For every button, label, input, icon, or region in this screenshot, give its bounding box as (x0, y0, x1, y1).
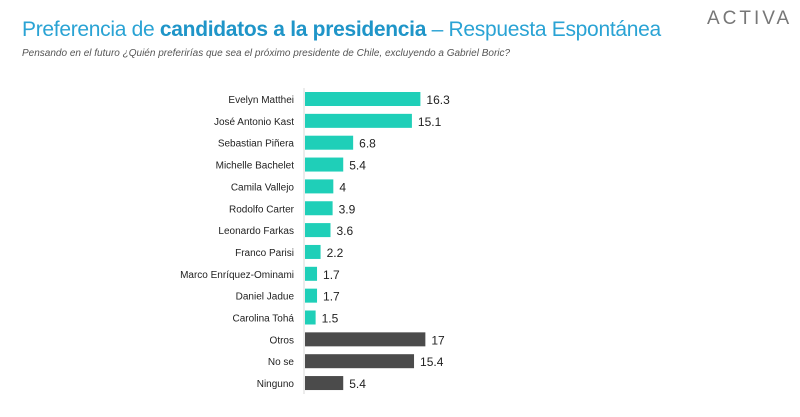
data-label: 3.6 (336, 224, 353, 238)
category-label: Ninguno (257, 379, 295, 390)
category-label: Leonardo Farkas (218, 226, 294, 237)
data-label: 1.7 (323, 268, 340, 282)
title-part: Preferencia de (22, 18, 160, 41)
data-label: 6.8 (359, 137, 376, 151)
data-label: 17 (431, 333, 445, 347)
title-bold: candidatos a la presidencia (159, 18, 427, 41)
bar (305, 113, 412, 128)
chart-title: Preferencia de candidatos a la presidenc… (22, 18, 661, 42)
bar (305, 332, 426, 347)
bar (305, 354, 415, 369)
category-label: José Antonio Kast (214, 117, 294, 128)
category-label: Otros (270, 335, 294, 346)
category-label: Carolina Tohá (232, 314, 294, 325)
activa-logo: ACTIVA (707, 8, 793, 29)
bar (305, 157, 344, 172)
data-label: 2.2 (327, 246, 344, 260)
category-label: Franco Parisi (235, 248, 294, 259)
category-label: Sebastian Piñera (218, 139, 295, 150)
data-label: 5.4 (349, 377, 366, 391)
chart-subtitle: Pensando en el futuro ¿Quién preferirías… (22, 48, 511, 59)
category-label: Marco Enríquez-Ominami (180, 270, 294, 281)
category-label: Camila Vallejo (231, 182, 295, 193)
data-label: 4 (339, 180, 346, 194)
category-label: Michelle Bachelet (216, 161, 295, 172)
data-label: 15.1 (418, 115, 442, 129)
bar (305, 223, 331, 238)
data-label: 1.5 (322, 312, 339, 326)
category-label: Evelyn Matthei (228, 95, 294, 106)
category-label: Rodolfo Carter (229, 204, 295, 215)
title-part: – Respuesta Espontánea (426, 18, 662, 41)
category-label: Daniel Jadue (236, 292, 295, 303)
data-label: 16.3 (426, 93, 450, 107)
bar (305, 179, 334, 194)
data-label: 15.4 (420, 355, 444, 369)
bar (305, 310, 316, 325)
bar (305, 288, 318, 303)
data-label: 3.9 (339, 202, 356, 216)
bar (305, 266, 318, 281)
bar (305, 201, 333, 216)
data-label: 5.4 (349, 159, 366, 173)
data-label: 1.7 (323, 290, 340, 304)
bar (305, 92, 421, 106)
bar (305, 376, 344, 391)
bar (305, 135, 354, 150)
bar (305, 244, 321, 259)
category-label: No se (268, 357, 295, 368)
